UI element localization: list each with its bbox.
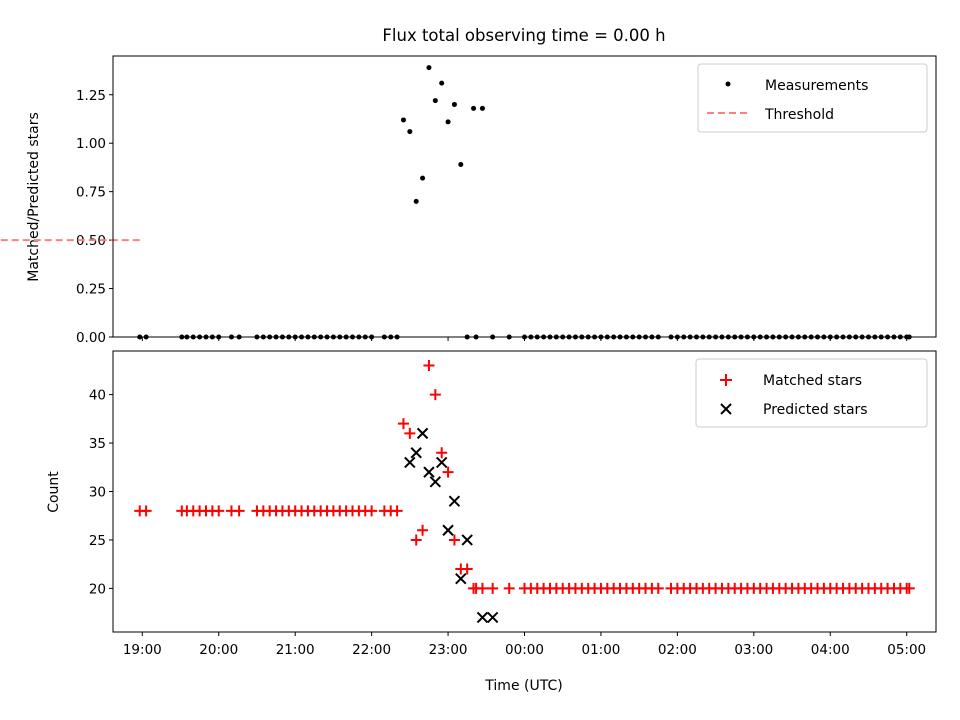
bottom-y-tick-label: 40 (89, 388, 106, 404)
matched-star-point (423, 360, 435, 372)
bottom-x-tick-label: 00:00 (505, 642, 544, 658)
matched-star-point (461, 563, 473, 575)
bottom-x-tick-label: 20:00 (199, 642, 238, 658)
measurement-point (445, 119, 451, 125)
bottom-x-tick-label: 21:00 (276, 642, 315, 658)
measurement-point (458, 162, 464, 168)
matched-star-point (391, 505, 403, 517)
matched-star-point (442, 466, 454, 478)
bottom-x-tick-label: 01:00 (581, 642, 620, 658)
predicted-star-point (442, 524, 454, 536)
measurement-point (432, 98, 438, 104)
predicted-star-point (455, 572, 467, 585)
top-y-tick-label: 0.75 (76, 185, 106, 201)
predicted-stars-legend-label: Predicted stars (763, 402, 868, 418)
measurement-point (471, 105, 477, 111)
matched-star-point (404, 427, 416, 439)
matched-star-point (448, 534, 460, 546)
matched-stars-legend-marker (720, 374, 732, 386)
measurement-point (439, 80, 445, 86)
top-y-tick-label: 1.00 (76, 136, 106, 152)
predicted-stars-legend-marker (720, 403, 732, 415)
predicted-star-point (486, 611, 499, 624)
bottom-y-axis-label: Count (46, 471, 62, 513)
matched-star-point (903, 582, 915, 594)
predicted-star-point (423, 466, 435, 478)
predicted-star-point (404, 456, 416, 469)
measurements-legend-label: Measurements (765, 78, 868, 94)
top-y-tick-label: 0.25 (76, 282, 106, 298)
matched-star-point (397, 418, 409, 430)
top-legend-box (697, 63, 928, 133)
predicted-star-point (416, 427, 429, 440)
measurement-point (479, 105, 485, 111)
top-y-tick-label: 1.25 (76, 88, 106, 104)
bottom-y-tick-label: 25 (89, 533, 106, 549)
measurement-point (413, 198, 419, 204)
bottom-y-tick-label: 30 (89, 485, 106, 501)
measurement-point (420, 175, 426, 181)
matched-star-point (233, 505, 245, 517)
top-chart-title: Flux total observing time = 0.00 h (382, 26, 665, 45)
matched-star-point (476, 582, 488, 594)
measurement-point (451, 101, 457, 107)
matched-star-point (410, 534, 422, 546)
bottom-x-tick-label: 23:00 (429, 642, 468, 658)
predicted-star-point (448, 495, 461, 507)
bottom-plot-area: 19:00 20:00 21:00 22:00 23:00 00:00 01:00 02:00… (89, 360, 926, 658)
predicted-star-point (476, 611, 489, 624)
threshold-legend-label: Threshold (764, 107, 834, 123)
top-y-tick-label: 0.00 (76, 330, 106, 346)
bottom-legend-box (695, 358, 928, 428)
bottom-x-axis-label: Time (UTC) (484, 678, 562, 694)
predicted-star-point (410, 447, 422, 459)
top-legend: Measurements Threshold (697, 63, 928, 133)
measurement-point (407, 129, 413, 135)
bottom-y-tick-label: 20 (89, 581, 106, 597)
matched-star-point (366, 505, 378, 517)
matched-stars-legend-label: Matched stars (763, 373, 862, 389)
measurement-point (400, 117, 406, 123)
bottom-x-tick-label: 04:00 (811, 642, 850, 658)
bottom-legend: Matched stars Predicted stars (695, 358, 928, 428)
bottom-x-tick-label: 22:00 (352, 642, 391, 658)
measurements-legend-marker (725, 81, 731, 87)
bottom-x-tick-label: 02:00 (658, 642, 697, 658)
matched-star-point (436, 447, 448, 459)
matched-star-point (213, 505, 225, 517)
bottom-y-tick-label: 35 (89, 436, 106, 452)
matched-star-point (429, 389, 441, 401)
matched-star-point (652, 582, 664, 594)
bottom-axes-frame (112, 350, 937, 633)
bottom-x-tick-label: 03:00 (734, 642, 773, 658)
top-axes-frame (112, 55, 937, 338)
matched-star-point (140, 505, 152, 517)
predicted-star-point (461, 534, 473, 546)
bottom-x-tick-label: 05:00 (887, 642, 926, 658)
matched-star-point (503, 582, 515, 594)
measurement-point (426, 65, 432, 71)
top-y-axis-label: Matched/Predicted stars (26, 112, 42, 282)
matched-star-point (417, 524, 429, 536)
predicted-star-point (429, 476, 442, 488)
bottom-x-tick-label: 19:00 (123, 642, 162, 658)
matched-star-point (487, 582, 499, 594)
predicted-star-point (435, 456, 448, 469)
